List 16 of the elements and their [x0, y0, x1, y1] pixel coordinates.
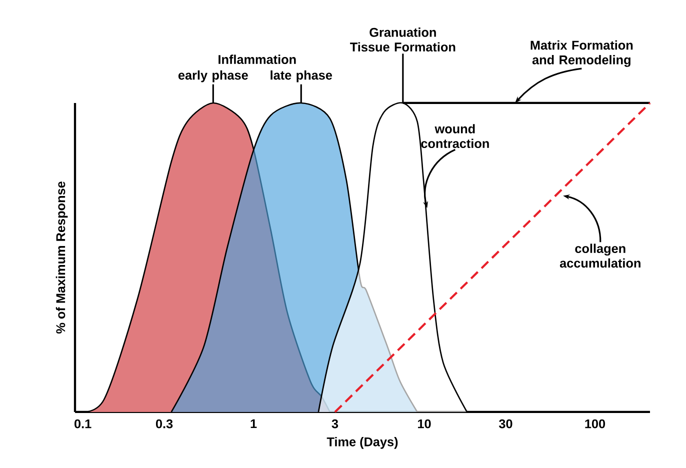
annotation: Granuation Tissue Formation	[350, 28, 456, 52]
x-tick-label: 30	[498, 419, 512, 428]
x-tick-label: 0.3	[156, 419, 173, 428]
y-axis-title: % of Maximum Response	[56, 182, 68, 334]
x-tick-label: 0.1	[74, 419, 92, 428]
x-tick-label: 3	[332, 419, 338, 428]
x-tick-label: 100	[585, 419, 606, 428]
text: Inflammation	[218, 54, 296, 64]
x-tick-label: 10	[418, 419, 431, 428]
annotation: late phase	[270, 70, 332, 82]
annotation: early phase	[178, 70, 248, 82]
annotation: collagen accumulation	[560, 244, 640, 268]
annotation: Matrix Formation and Remodeling	[530, 40, 633, 67]
x-axis-title: Time (Days)	[326, 437, 398, 449]
x-tick-label: 1	[250, 419, 257, 428]
annotation: wound contraction	[421, 124, 489, 148]
